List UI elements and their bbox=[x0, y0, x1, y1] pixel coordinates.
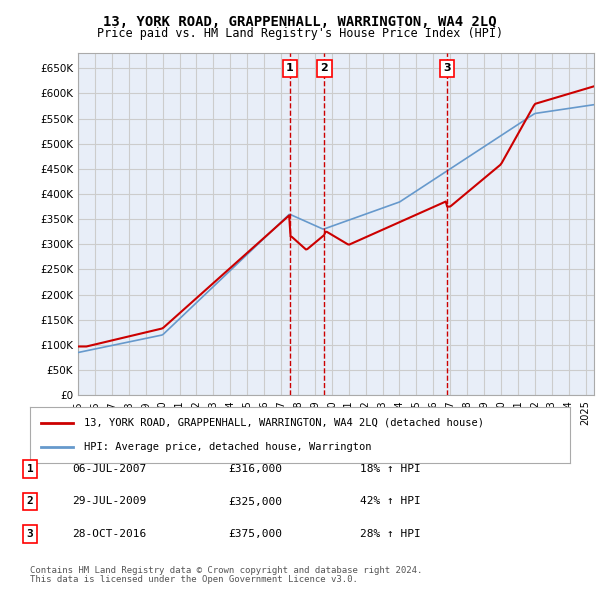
Text: 13, YORK ROAD, GRAPPENHALL, WARRINGTON, WA4 2LQ (detached house): 13, YORK ROAD, GRAPPENHALL, WARRINGTON, … bbox=[84, 418, 484, 428]
Text: 18% ↑ HPI: 18% ↑ HPI bbox=[360, 464, 421, 474]
Text: Price paid vs. HM Land Registry's House Price Index (HPI): Price paid vs. HM Land Registry's House … bbox=[97, 27, 503, 40]
Text: 42% ↑ HPI: 42% ↑ HPI bbox=[360, 497, 421, 506]
Text: 28-OCT-2016: 28-OCT-2016 bbox=[72, 529, 146, 539]
Text: HPI: Average price, detached house, Warrington: HPI: Average price, detached house, Warr… bbox=[84, 442, 371, 453]
Text: 2: 2 bbox=[26, 497, 34, 506]
Text: £375,000: £375,000 bbox=[228, 529, 282, 539]
Text: £316,000: £316,000 bbox=[228, 464, 282, 474]
Text: This data is licensed under the Open Government Licence v3.0.: This data is licensed under the Open Gov… bbox=[30, 575, 358, 584]
Text: 2: 2 bbox=[320, 64, 328, 74]
Text: Contains HM Land Registry data © Crown copyright and database right 2024.: Contains HM Land Registry data © Crown c… bbox=[30, 566, 422, 575]
Text: 3: 3 bbox=[443, 64, 451, 74]
Text: 29-JUL-2009: 29-JUL-2009 bbox=[72, 497, 146, 506]
Text: 1: 1 bbox=[26, 464, 34, 474]
Text: 13, YORK ROAD, GRAPPENHALL, WARRINGTON, WA4 2LQ: 13, YORK ROAD, GRAPPENHALL, WARRINGTON, … bbox=[103, 15, 497, 29]
Text: £325,000: £325,000 bbox=[228, 497, 282, 506]
Text: 3: 3 bbox=[26, 529, 34, 539]
Text: 1: 1 bbox=[286, 64, 293, 74]
Text: 28% ↑ HPI: 28% ↑ HPI bbox=[360, 529, 421, 539]
Text: 06-JUL-2007: 06-JUL-2007 bbox=[72, 464, 146, 474]
